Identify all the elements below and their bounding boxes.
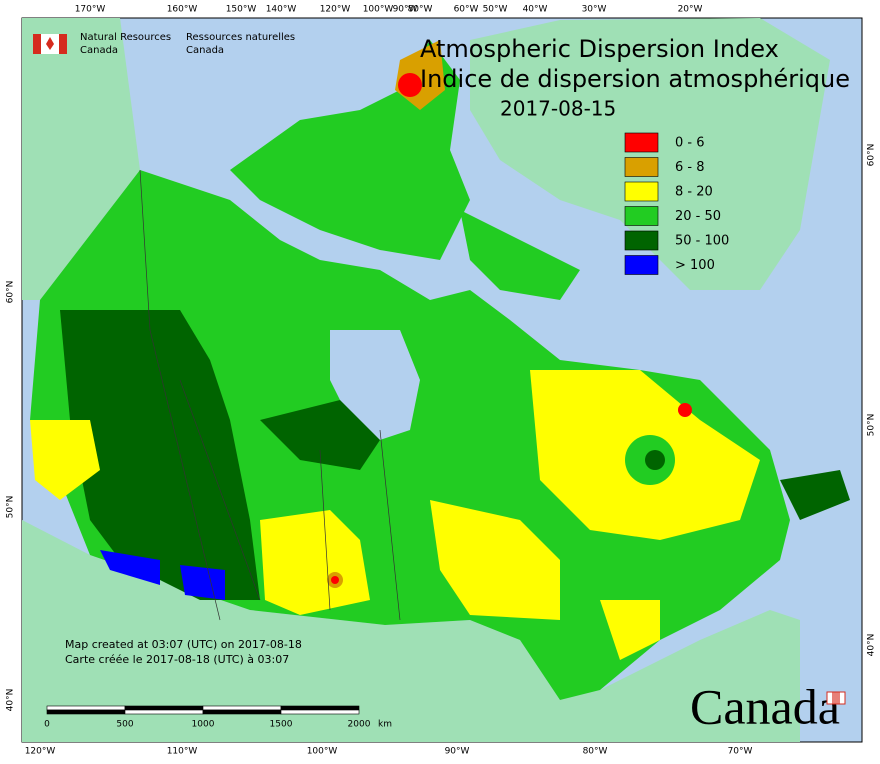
graticule-label: 60°N bbox=[867, 144, 877, 167]
red-region bbox=[678, 403, 692, 417]
legend-label: 6 - 8 bbox=[675, 160, 705, 175]
legend-swatch bbox=[624, 255, 659, 275]
graticule-label: 40°W bbox=[523, 5, 548, 15]
graticule-label: 160°W bbox=[167, 5, 198, 15]
red-region bbox=[398, 73, 422, 97]
scale-unit: km bbox=[378, 720, 392, 730]
yellow-region bbox=[260, 510, 370, 615]
scale-bar bbox=[202, 705, 282, 711]
footnote: Map created at 03:07 (UTC) on 2017-08-18 bbox=[65, 638, 302, 651]
graticule-label: 20°W bbox=[678, 5, 703, 15]
graticule-label: 60°W bbox=[454, 5, 479, 15]
title: Atmospheric Dispersion Index bbox=[420, 35, 779, 63]
graticule-label: 90°W bbox=[445, 747, 470, 757]
yellow-region bbox=[600, 600, 660, 660]
graticule-label: 150°W bbox=[226, 5, 257, 15]
wordmark-flag bbox=[832, 692, 840, 704]
date: 2017-08-15 bbox=[500, 97, 616, 121]
scale-bar bbox=[202, 709, 282, 715]
org: Natural Resources bbox=[80, 32, 171, 43]
flag bbox=[46, 37, 54, 50]
borders bbox=[139, 169, 401, 621]
scale-label: 500 bbox=[116, 720, 133, 730]
graticule-label: 140°W bbox=[266, 5, 297, 15]
graticule-label: 40°N bbox=[6, 689, 16, 712]
graticule-label: 60°N bbox=[6, 281, 16, 304]
yellow-region bbox=[30, 420, 100, 500]
scale-label: 1000 bbox=[192, 720, 215, 730]
graticule-label: 170°W bbox=[75, 5, 106, 15]
graticule-label: 40°N bbox=[867, 634, 877, 657]
graticule-label: 50°N bbox=[867, 414, 877, 437]
graticule-label: 50°W bbox=[483, 5, 508, 15]
legend-swatch bbox=[624, 206, 659, 226]
graticule-label: 100°W bbox=[307, 747, 338, 757]
dark-green-region bbox=[645, 450, 665, 470]
graticule-label: 100°W bbox=[363, 5, 394, 15]
wordmark: Canada bbox=[690, 678, 840, 734]
graticule-label: 110°W bbox=[167, 747, 198, 757]
scale-bar bbox=[124, 709, 204, 715]
footnote: Carte créée le 2017-08-18 (UTC) à 03:07 bbox=[65, 653, 289, 666]
legend-label: > 100 bbox=[675, 258, 715, 273]
graticule-label: 80°W bbox=[583, 747, 608, 757]
greenland bbox=[470, 18, 830, 290]
legend-swatch bbox=[624, 157, 659, 177]
yellow-region bbox=[430, 500, 560, 620]
org: Ressources naturelles bbox=[186, 32, 295, 43]
legend-label: 0 - 6 bbox=[675, 136, 705, 151]
blue-region bbox=[100, 550, 160, 585]
graticule-label: 50°N bbox=[6, 496, 16, 519]
flag bbox=[33, 34, 41, 54]
blue-region bbox=[180, 565, 225, 600]
graticule-label: 120°W bbox=[320, 5, 351, 15]
scale-label: 0 bbox=[44, 720, 50, 730]
title: Indice de dispersion atmosphérique bbox=[420, 65, 850, 93]
legend-label: 20 - 50 bbox=[675, 209, 721, 224]
graticule-label: 80°W bbox=[408, 5, 433, 15]
legend-label: 50 - 100 bbox=[675, 234, 729, 249]
org: Canada bbox=[80, 45, 118, 56]
graticule-label: 30°W bbox=[582, 5, 607, 15]
graticule-label: 70°W bbox=[728, 747, 753, 757]
flag bbox=[59, 34, 67, 54]
dark-green-region bbox=[780, 470, 850, 520]
org: Canada bbox=[186, 45, 224, 56]
scale-bar bbox=[124, 705, 204, 711]
scale-bar bbox=[46, 709, 126, 715]
dark-green-region bbox=[260, 400, 380, 470]
usa bbox=[22, 520, 800, 742]
alaska bbox=[22, 18, 140, 300]
scale-bar bbox=[280, 705, 360, 711]
dark-green-region bbox=[60, 310, 260, 600]
legend-label: 8 - 20 bbox=[675, 185, 713, 200]
graticule-label: 90°W bbox=[393, 5, 418, 15]
scale-label: 1500 bbox=[270, 720, 293, 730]
legend-swatch bbox=[624, 181, 659, 202]
scale-label: 2000 bbox=[348, 720, 371, 730]
graticule-label: 120°W bbox=[25, 747, 56, 757]
legend-swatch bbox=[624, 132, 659, 153]
baffin-island bbox=[460, 210, 580, 300]
red-region bbox=[331, 576, 339, 584]
scale-bar bbox=[280, 709, 360, 715]
scale-bar bbox=[46, 705, 126, 711]
legend-swatch bbox=[624, 230, 659, 251]
